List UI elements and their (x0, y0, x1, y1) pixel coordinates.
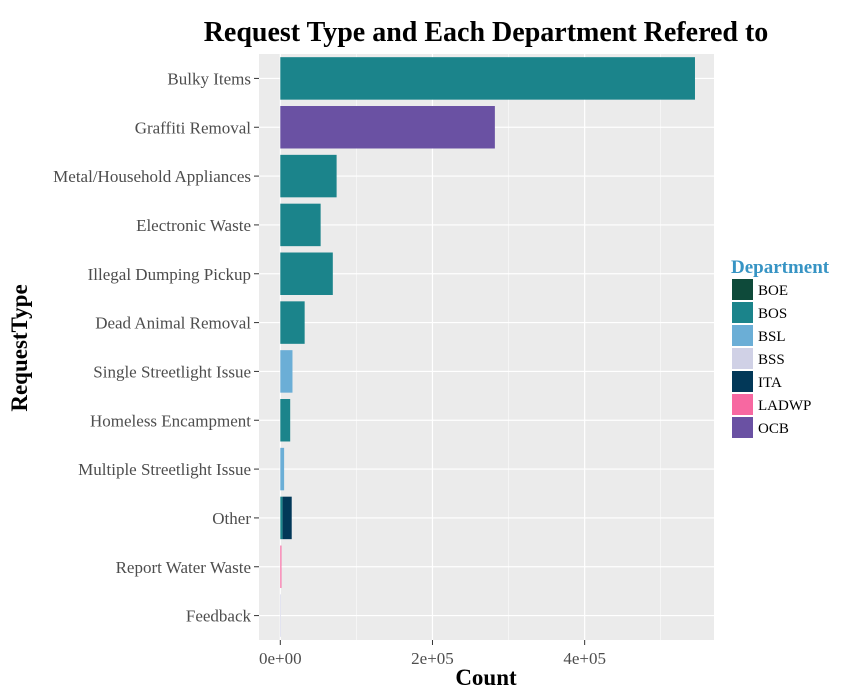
y-axis-labels: Bulky Items Graffiti Removal Metal/Househo… (53, 69, 259, 626)
legend-title: Department (731, 257, 830, 278)
y-tick-label: Homeless Encampment (90, 411, 251, 430)
y-tick-label: Metal/Household Appliances (53, 167, 251, 186)
legend-label: OCB (758, 421, 789, 437)
legend-label: ITA (758, 375, 782, 391)
y-tick-label: Illegal Dumping Pickup (88, 265, 251, 284)
legend-key (732, 371, 753, 392)
bar-segment (280, 447, 285, 491)
x-tick-label: 2e+05 (411, 649, 454, 668)
legend-key (732, 325, 753, 346)
chart-title: Request Type and Each Department Refered… (204, 17, 769, 48)
x-axis-ticks: 0e+00 2e+05 4e+05 (259, 640, 606, 668)
y-tick-label: Report Water Waste (116, 558, 251, 577)
y-tick-label: Electronic Waste (136, 216, 251, 235)
bar-segment (280, 545, 282, 588)
legend-key (732, 279, 753, 300)
bar-segment (280, 496, 283, 540)
legend-label: BSL (758, 329, 786, 345)
legend-key (732, 417, 753, 438)
y-tick-label: Feedback (186, 607, 252, 626)
bar-segment (280, 399, 291, 442)
legend-label: BOE (758, 283, 788, 299)
legend-key (732, 394, 753, 415)
x-tick-label: 4e+05 (563, 649, 606, 668)
legend: Department BOE BOS BSL BSS ITA LADWP OCB (731, 257, 830, 438)
bar-segment (282, 496, 292, 540)
bar-segment (280, 594, 281, 637)
x-gridlines (279, 54, 661, 640)
x-axis-title: Count (455, 665, 517, 690)
y-axis-title: RequestType (7, 284, 32, 411)
y-tick-label: Multiple Streetlight Issue (78, 460, 251, 479)
plot-panel (259, 54, 714, 640)
bar-segment (280, 57, 695, 100)
legend-label: LADWP (758, 398, 811, 414)
legend-label: BSS (758, 352, 785, 368)
y-tick-label: Graffiti Removal (135, 118, 252, 137)
legend-key (732, 302, 753, 323)
legend-key (732, 348, 753, 369)
bar-segment (280, 252, 333, 295)
y-tick-label: Single Streetlight Issue (93, 362, 251, 381)
bar-segment (280, 301, 305, 344)
bar-segment (280, 106, 495, 149)
bar-segment (280, 203, 321, 247)
y-tick-label: Bulky Items (167, 69, 251, 88)
legend-label: BOS (758, 306, 787, 322)
y-tick-label: Dead Animal Removal (95, 314, 251, 333)
bar-segment (280, 154, 337, 198)
bar-segment (280, 350, 293, 393)
bars (280, 57, 695, 637)
y-tick-label: Other (212, 509, 251, 528)
x-tick-label: 0e+00 (259, 649, 302, 668)
